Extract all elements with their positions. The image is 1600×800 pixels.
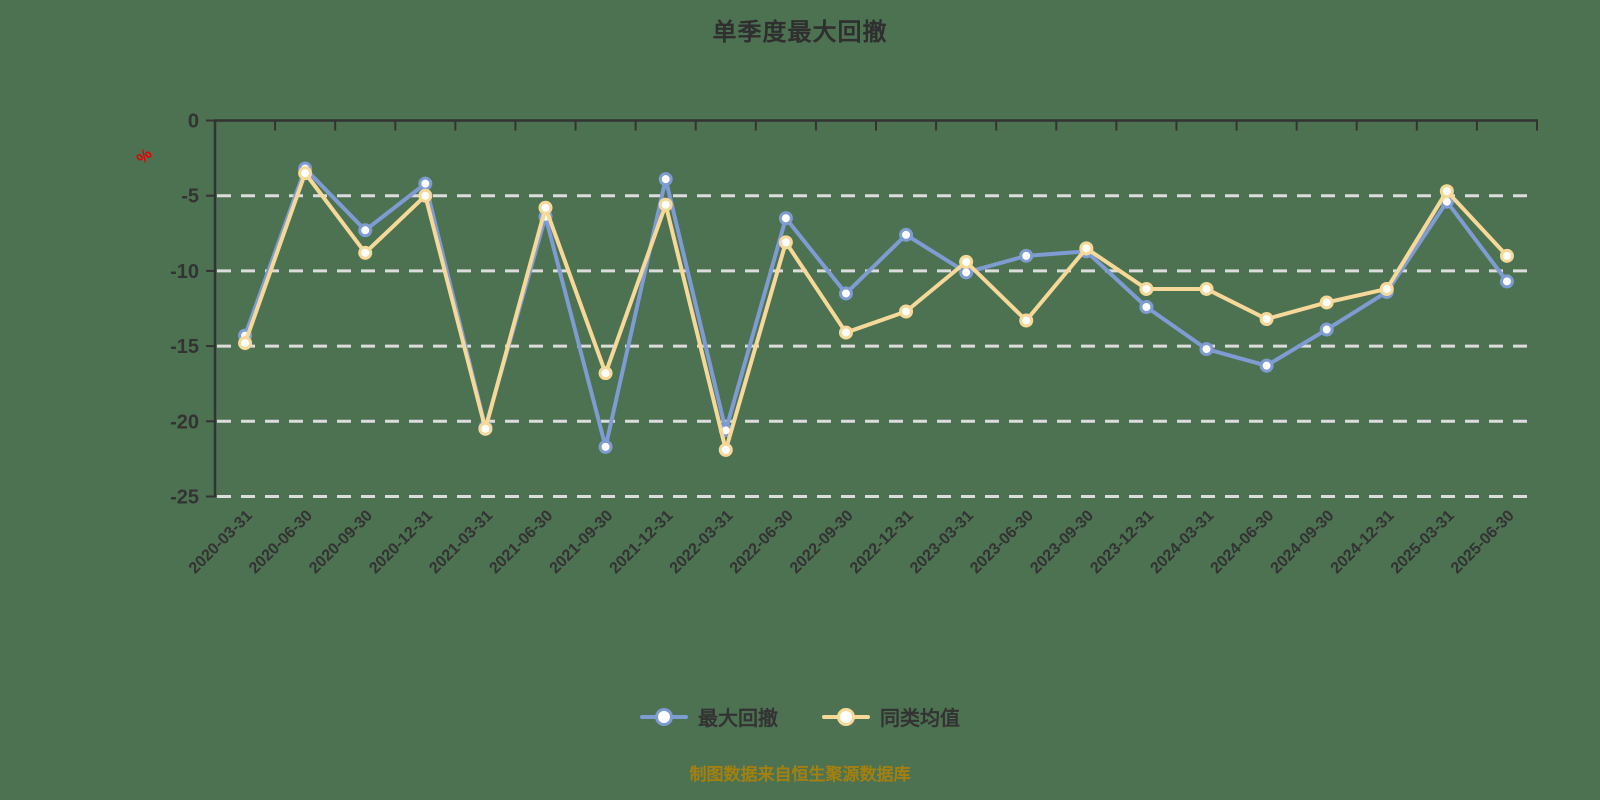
data-point-marker: [358, 245, 373, 260]
x-axis-tick-label: 2025-06-30: [1448, 507, 1518, 577]
data-point-marker: [1019, 248, 1034, 263]
y-axis-tick-label: -5: [181, 186, 199, 208]
data-point-marker: [1139, 299, 1154, 314]
x-axis-tick-label: 2024-06-30: [1208, 507, 1278, 577]
series-line-max-drawdown: [243, 166, 1509, 449]
x-axis-tick-label: 2024-12-31: [1328, 507, 1398, 577]
data-point-marker: [598, 366, 613, 381]
x-axis-tick-label: 2023-03-31: [907, 507, 977, 577]
data-point-marker: [1199, 342, 1214, 357]
data-point-marker: [1379, 281, 1394, 296]
x-axis-tick-label: 2020-09-30: [306, 507, 376, 577]
data-point-marker: [1319, 322, 1334, 337]
data-point-marker: [778, 211, 793, 226]
legend-item[interactable]: 最大回撤: [640, 702, 778, 731]
data-point-marker: [1259, 358, 1274, 373]
data-point-marker: [1259, 312, 1274, 327]
x-axis-tick-label: 2020-06-30: [246, 507, 316, 577]
x-axis-tick-label: 2021-03-31: [426, 507, 496, 577]
chart-title: 单季度最大回撤: [712, 19, 888, 46]
x-axis-tick-label: 2020-12-31: [366, 507, 436, 577]
data-point-marker: [838, 286, 853, 301]
legend-item[interactable]: 同类均值: [822, 702, 960, 731]
legend-line-marker-icon: [640, 707, 688, 726]
data-point-marker: [838, 325, 853, 340]
data-point-marker: [658, 172, 673, 187]
data-point-marker: [778, 235, 793, 250]
data-point-marker: [1499, 274, 1514, 289]
x-axis-tick-label: 2023-06-30: [967, 507, 1037, 577]
data-point-marker: [899, 304, 914, 319]
y-axis-tick-label: -20: [170, 411, 199, 433]
data-point-marker: [658, 197, 673, 212]
x-axis-tick-label: 2022-06-30: [727, 507, 797, 577]
x-axis-tick-label: 2021-09-30: [547, 507, 617, 577]
legend-circle-marker: [837, 707, 855, 726]
legend-label: 最大回撤: [698, 708, 778, 730]
x-axis-tick-label: 2023-12-31: [1087, 507, 1157, 577]
data-point-marker: [718, 442, 733, 457]
data-point-marker: [418, 188, 433, 203]
data-point-marker: [1199, 281, 1214, 296]
data-point-marker: [1139, 281, 1154, 296]
x-axis-tick-label: 2021-06-30: [486, 507, 556, 577]
data-point-marker: [538, 200, 553, 215]
data-point-marker: [238, 336, 253, 351]
y-axis-tick-label: -10: [170, 261, 199, 283]
data-point-marker: [1019, 313, 1034, 328]
legend-circle-marker: [655, 707, 673, 726]
x-axis-tick-label: 2024-03-31: [1147, 507, 1217, 577]
x-axis-tick-label: 2025-03-31: [1388, 507, 1458, 577]
data-source-note: 制图数据来自恒生聚源数据库: [689, 765, 911, 784]
plot-area: 0-5-10-15-20-252020-03-312020-06-302020-…: [170, 111, 1538, 577]
y-axis-tick-label: 0: [188, 111, 199, 133]
chart-legend: 最大回撤 同类均值: [0, 702, 1600, 731]
x-axis-tick-label: 2023-09-30: [1027, 507, 1097, 577]
data-point-marker: [1079, 241, 1094, 256]
data-point-marker: [478, 421, 493, 436]
data-point-marker: [1439, 184, 1454, 199]
data-point-marker: [1319, 295, 1334, 310]
x-axis-tick-label: 2022-12-31: [847, 507, 917, 577]
data-point-marker: [899, 227, 914, 242]
legend-line-marker-icon: [822, 707, 870, 726]
legend-label: 同类均值: [880, 708, 960, 730]
x-axis-tick-label: 2022-09-30: [787, 507, 857, 577]
data-point-marker: [1499, 248, 1514, 263]
x-axis-tick-label: 2020-03-31: [186, 507, 256, 577]
data-point-marker: [959, 254, 974, 269]
series-line-category-average: [243, 171, 1509, 452]
data-point-marker: [418, 176, 433, 191]
y-axis-tick-label: -25: [170, 487, 199, 509]
data-point-marker: [298, 166, 313, 181]
x-axis-tick-label: 2022-03-31: [667, 507, 737, 577]
data-point-marker: [358, 223, 373, 238]
y-axis-tick-label: -15: [170, 336, 199, 358]
data-point-marker: [598, 439, 613, 454]
x-axis-tick-label: 2021-12-31: [607, 507, 677, 577]
x-axis-tick-label: 2024-09-30: [1268, 507, 1338, 577]
